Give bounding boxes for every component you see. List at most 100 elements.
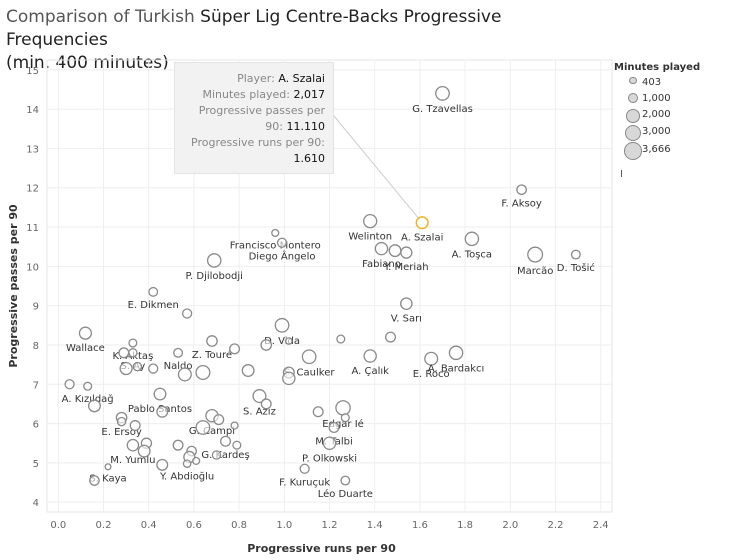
data-point — [284, 337, 293, 345]
data-point — [64, 379, 75, 390]
legend-size-dot — [626, 109, 640, 123]
y-tick-label: 8 — [33, 341, 39, 352]
data-point — [570, 249, 581, 260]
x-tick-label: 2.0 — [502, 520, 518, 531]
data-point — [220, 435, 232, 447]
data-point — [335, 400, 351, 416]
y-tick-label: 5 — [33, 459, 39, 470]
data-point — [299, 463, 310, 474]
y-tick-label: 7 — [33, 380, 39, 391]
legend-size-dot — [624, 125, 642, 142]
point-label: G. Tzavellas — [412, 104, 473, 115]
data-point — [276, 237, 288, 248]
data-point — [156, 458, 169, 471]
point-label: F. Aksoy — [501, 198, 541, 209]
data-point — [83, 381, 93, 391]
x-tick-label: 1.0 — [276, 520, 292, 531]
point-label: Léo Duarte — [318, 488, 373, 500]
x-tick-label: 0.6 — [186, 520, 202, 531]
data-point — [274, 317, 290, 333]
data-point — [129, 420, 141, 432]
point-label: Francisco Montero — [230, 240, 321, 251]
legend-extra-mark: I — [620, 168, 623, 180]
point-label: F. Kuruçuk — [279, 477, 330, 488]
y-tick-label: 13 — [26, 144, 39, 155]
data-point — [241, 364, 255, 377]
x-tick-label: 2.2 — [548, 520, 564, 531]
point-label: E. Roco — [413, 369, 450, 380]
data-point — [448, 345, 464, 361]
point-label: Diego Ângelo — [249, 249, 316, 262]
legend-label: 2,000 — [642, 109, 671, 120]
point-label: G. Campi — [189, 426, 235, 437]
tooltip-passes-label-1: Progressive passes per — [198, 104, 325, 117]
data-point — [148, 363, 159, 374]
legend-items: 403 1,000 2,000 3,000 3,666 — [614, 77, 734, 161]
data-point — [336, 334, 346, 344]
legend-item: 3,666 — [614, 142, 734, 161]
data-point — [128, 348, 138, 358]
point-label: Z. Touré — [192, 349, 232, 361]
legend-size-dot — [624, 142, 642, 160]
tooltip-passes-value: 11.110 — [286, 120, 326, 133]
tooltip-runs-label: Progressive runs per 90: — [191, 136, 325, 149]
data-point — [148, 286, 159, 297]
data-point — [340, 475, 351, 486]
y-tick-label: 9 — [33, 302, 39, 313]
data-point — [156, 405, 169, 418]
data-point — [119, 361, 133, 376]
x-axis-title: Progressive runs per 90 — [247, 542, 396, 555]
legend-label: 3,666 — [642, 144, 671, 156]
data-point — [374, 241, 389, 256]
point-label: A. Kızıldağ — [62, 393, 114, 405]
data-point — [89, 475, 100, 486]
legend-item: 1,000 — [614, 93, 734, 109]
point-label: Fabiano — [362, 259, 401, 270]
data-point — [195, 420, 211, 435]
y-tick-label: 4 — [33, 498, 39, 509]
legend-label: 403 — [642, 77, 662, 88]
size-legend: Minutes played 403 1,000 2,000 3,000 3,666 I — [614, 62, 734, 180]
legend-label: 3,000 — [642, 126, 671, 138]
point-label: D. Vida — [264, 336, 300, 347]
data-point — [340, 413, 350, 423]
x-tick-label: 1.8 — [457, 520, 473, 531]
point-label: A. Çalık — [351, 366, 389, 377]
data-point — [527, 246, 544, 263]
x-tick-label: 0.8 — [231, 520, 247, 531]
data-point — [126, 438, 140, 452]
point-label: S. Kaya — [89, 474, 126, 485]
data-point — [385, 331, 397, 343]
data-point — [464, 231, 480, 247]
data-point — [206, 253, 222, 268]
legend-item: 2,000 — [614, 109, 734, 125]
tooltip: Player: A. Szalai Minutes played: 2,017 … — [174, 62, 334, 174]
tooltip-runs-value: 1.610 — [293, 152, 326, 165]
tooltip-player-label: Player: — [237, 72, 275, 85]
point-label: P. Olkowski — [302, 453, 357, 464]
legend-size-dot — [627, 93, 639, 104]
data-point — [181, 308, 193, 319]
data-point — [271, 228, 280, 238]
y-tick-label: 10 — [26, 262, 39, 273]
data-point — [260, 339, 273, 351]
data-point — [230, 421, 239, 430]
data-point — [363, 213, 378, 229]
y-tick-label: 11 — [26, 223, 39, 234]
point-label: G. Kardeş — [201, 450, 249, 461]
x-tick-label: 2.4 — [593, 520, 609, 531]
data-point — [118, 347, 130, 359]
data-point — [213, 414, 225, 426]
data-point — [400, 246, 413, 259]
legend-size-dot — [629, 77, 637, 85]
point-label: A. Toşca — [452, 249, 492, 260]
data-point — [104, 463, 112, 471]
data-point — [173, 347, 184, 358]
point-label: Naldo — [164, 361, 193, 372]
data-point — [363, 349, 377, 363]
data-point — [252, 389, 267, 404]
y-axis-title: Progressive passes per 90 — [7, 204, 20, 368]
point-label: A. Bardakcı — [428, 363, 485, 374]
x-tick-label: 1.6 — [412, 520, 428, 531]
point-label: Welinton — [348, 232, 392, 243]
